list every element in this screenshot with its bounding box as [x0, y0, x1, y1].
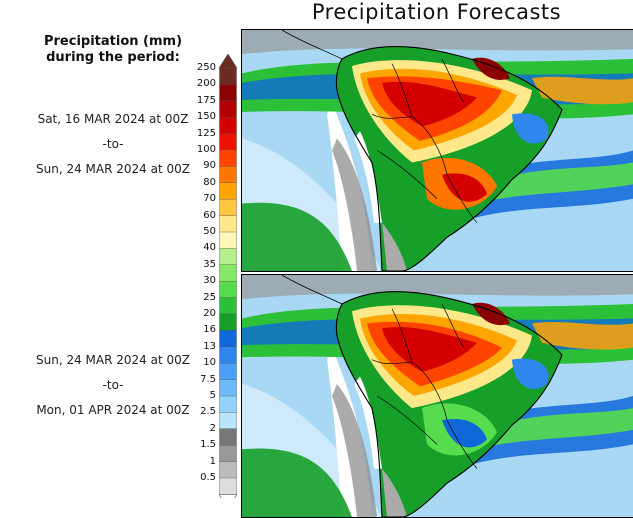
colorbar-tick-label: 25	[203, 291, 216, 303]
colorbar-tick-label: 1.5	[200, 439, 216, 451]
colorbar-tick-label: 20	[203, 308, 216, 319]
colorbar-tick-label: 2.5	[200, 406, 216, 418]
colorbar-tick-label: 0.5	[200, 472, 216, 483]
colorbar-swatch	[219, 412, 237, 430]
colorbar-swatch	[219, 461, 237, 479]
colorbar-swatch	[219, 395, 237, 413]
colorbar-tick-label: 30	[203, 275, 216, 287]
colorbar-swatch	[219, 149, 237, 167]
colorbar-swatch	[219, 264, 237, 282]
colorbar-top-arrow	[219, 54, 237, 69]
colorbar-swatch	[219, 182, 237, 200]
colorbar-tick-label: 200	[196, 78, 216, 90]
precipitation-map	[242, 30, 633, 271]
legend-title-line1: Precipitation (mm)	[43, 34, 183, 49]
colorbar-swatch	[219, 100, 237, 118]
colorbar-swatch	[219, 363, 237, 381]
colorbar-tick-label: 125	[196, 127, 216, 139]
period-1-end: Sun, 24 MAR 2024 at 00Z	[36, 162, 190, 176]
page-title: Precipitation Forecasts	[311, 0, 562, 24]
colorbar-tick-label: 13	[203, 340, 216, 352]
map-panel-2	[241, 274, 633, 518]
colorbar-tick-label: 90	[203, 160, 216, 172]
legend-title: Precipitation (mm) during the period:	[18, 34, 208, 66]
period-2: Sun, 24 MAR 2024 at 00Z -to- Mon, 01 APR…	[20, 348, 206, 423]
period-2-end: Mon, 01 APR 2024 at 00Z	[36, 403, 190, 417]
colorbar-swatch	[219, 248, 237, 266]
colorbar-swatch	[219, 280, 237, 299]
legend-title-line2: during the period:	[46, 50, 180, 65]
period-1-start: Sat, 16 MAR 2024 at 00Z	[37, 112, 189, 126]
colorbar-tick-label: 35	[203, 258, 216, 270]
map-panel-1	[241, 29, 633, 272]
colorbar-tick-label: 7.5	[200, 373, 216, 385]
colorbar-swatch	[219, 330, 237, 348]
colorbar-tick-label: 150	[196, 111, 216, 123]
colorbar-tick-label: 250	[196, 62, 216, 73]
colorbar-tick-label: 80	[203, 176, 216, 188]
colorbar-tick-label: 1	[209, 455, 216, 467]
period-2-sep: -to-	[102, 378, 124, 392]
colorbar-swatch	[219, 198, 237, 217]
colorbar-tick-label: 40	[203, 242, 216, 254]
colorbar-swatch	[219, 84, 237, 102]
colorbar-tick-label: 16	[203, 324, 216, 336]
colorbar-tick-label: 10	[203, 357, 216, 369]
colorbar-swatch	[219, 133, 237, 151]
colorbar-swatch	[219, 477, 237, 495]
period-1: Sat, 16 MAR 2024 at 00Z -to- Sun, 24 MAR…	[20, 107, 206, 182]
period-2-start: Sun, 24 MAR 2024 at 00Z	[36, 353, 190, 367]
colorbar-tick-label: 60	[203, 209, 216, 221]
colorbar-swatch	[219, 215, 237, 233]
colorbar-swatch	[219, 313, 237, 331]
colorbar-tick-label: 50	[203, 226, 216, 237]
colorbar-swatch	[219, 379, 237, 397]
period-1-sep: -to-	[102, 137, 124, 151]
colorbar-tick-label: 175	[196, 94, 216, 106]
colorbar-swatch	[219, 117, 237, 135]
colorbar-swatch	[219, 346, 237, 364]
colorbar-tick-label: 5	[209, 390, 216, 401]
colorbar-swatch	[219, 428, 237, 446]
colorbar-tick-label: 100	[196, 144, 216, 155]
colorbar-swatch	[219, 445, 237, 463]
colorbar-swatch	[219, 297, 237, 315]
colorbar-swatch	[219, 67, 237, 85]
colorbar-tick-label: 2	[209, 422, 216, 434]
colorbar	[219, 54, 237, 498]
colorbar-bottom-arrow	[219, 494, 237, 498]
colorbar-swatch	[219, 166, 237, 184]
colorbar-tick-label: 70	[203, 193, 216, 205]
colorbar-swatch	[219, 231, 237, 249]
precipitation-map	[242, 275, 633, 517]
